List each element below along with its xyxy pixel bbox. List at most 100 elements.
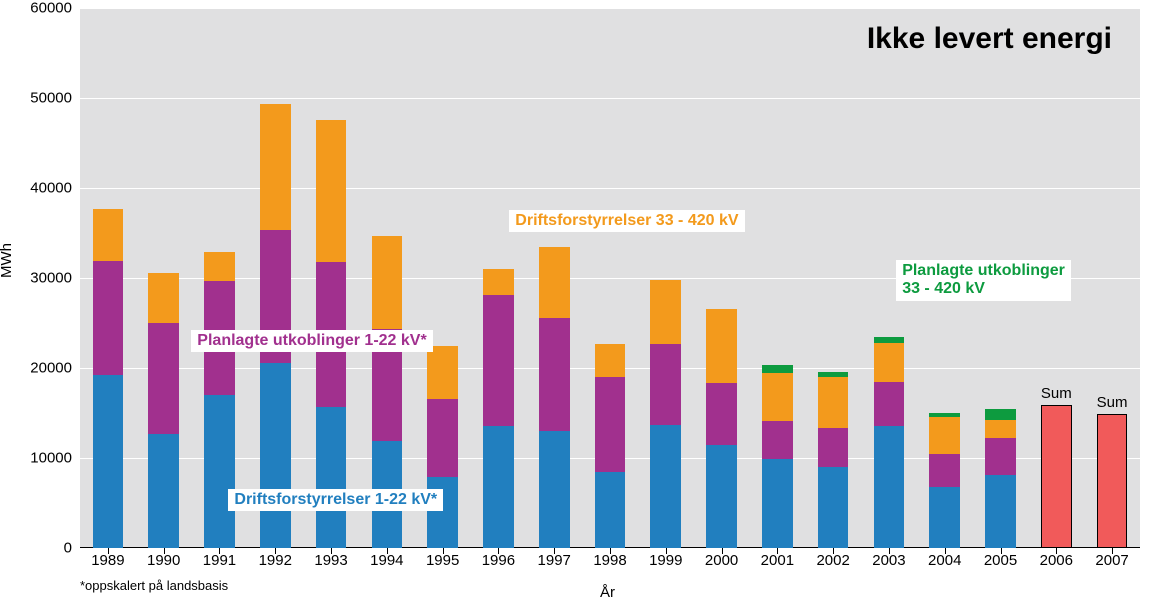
bar-column [706, 309, 737, 548]
bar-segment-drift-33-420 [316, 120, 347, 262]
bar-column [650, 280, 681, 548]
bar-column [93, 209, 124, 548]
bar-segment-drift-1-22 [874, 426, 905, 548]
x-tick-label: 2001 [761, 552, 794, 569]
bar-segment-drift-33-420 [539, 247, 570, 318]
bar-segment-drift-33-420 [762, 373, 793, 420]
bar-segment-drift-33-420 [874, 343, 905, 383]
y-tick-labels: 0100002000030000400005000060000 [0, 0, 78, 607]
series-label: Driftsforstyrrelser 33 - 420 kV [509, 210, 744, 232]
bar-segment-drift-1-22 [985, 475, 1016, 548]
x-tick-label: 2004 [928, 552, 961, 569]
x-tick-mark [610, 548, 611, 554]
x-tick-mark [777, 548, 778, 554]
bar-segment-plan-1-22 [985, 438, 1016, 475]
bar-segment-plan-1-22 [762, 421, 793, 459]
x-tick-label: 2005 [984, 552, 1017, 569]
x-tick-label: 1989 [91, 552, 124, 569]
x-tick-mark [1056, 548, 1057, 554]
bar-segment-drift-33-420 [148, 273, 179, 323]
bar-segment-plan-1-22 [93, 261, 124, 375]
x-tick-label: 1994 [370, 552, 403, 569]
bar-column [874, 337, 905, 549]
x-axis-title: År [600, 584, 615, 601]
bar-segment-drift-1-22 [316, 407, 347, 548]
bar-segment-drift-33-420 [818, 377, 849, 428]
x-tick-mark [833, 548, 834, 554]
sum-label: Sum [1097, 394, 1128, 411]
bar-segment-plan-1-22 [929, 454, 960, 487]
x-tick-mark [275, 548, 276, 554]
bar-segment-drift-33-420 [93, 209, 124, 261]
bar-segment-drift-1-22 [595, 472, 626, 549]
bar-segment-drift-1-22 [148, 434, 179, 548]
x-tick-mark [889, 548, 890, 554]
y-tick-label: 10000 [0, 450, 78, 467]
chart-title: Ikke levert energi [867, 22, 1112, 56]
bar-segment-drift-1-22 [539, 431, 570, 548]
y-tick-label: 60000 [0, 0, 78, 17]
x-tick-label: 2006 [1040, 552, 1073, 569]
x-tick-mark [443, 548, 444, 554]
bar-segment-sum [1097, 414, 1128, 548]
bar-segment-drift-1-22 [260, 363, 291, 548]
bar-column [260, 104, 291, 548]
bar-column [985, 409, 1016, 548]
bar-segment-drift-33-420 [372, 236, 403, 329]
bar-segment-plan-33-420 [874, 337, 905, 343]
chart-root: MWh 0100002000030000400005000060000 Ikke… [0, 0, 1152, 607]
bar-segment-drift-33-420 [260, 104, 291, 230]
x-tick-label: 1990 [147, 552, 180, 569]
x-tick-mark [219, 548, 220, 554]
x-tick-mark [331, 548, 332, 554]
bar-segment-plan-1-22 [706, 383, 737, 446]
x-tick-mark [387, 548, 388, 554]
x-tick-label: 2000 [705, 552, 738, 569]
x-tick-mark [108, 548, 109, 554]
gridline [80, 8, 1140, 9]
bar-column [1097, 414, 1128, 548]
y-tick-label: 30000 [0, 270, 78, 287]
bar-segment-drift-1-22 [706, 445, 737, 548]
chart-footnote: *oppskalert på landsbasis [80, 578, 228, 593]
bar-segment-drift-1-22 [762, 459, 793, 548]
series-label: Driftsforstyrrelser 1-22 kV* [228, 489, 443, 511]
gridline [80, 188, 1140, 189]
series-label: Planlagte utkoblinger 1-22 kV* [191, 330, 432, 352]
bar-segment-drift-33-420 [483, 269, 514, 295]
bar-segment-plan-1-22 [818, 428, 849, 467]
bar-column [539, 247, 570, 549]
bar-segment-plan-1-22 [874, 382, 905, 425]
x-tick-mark [554, 548, 555, 554]
x-tick-label: 2007 [1095, 552, 1128, 569]
bar-segment-drift-1-22 [650, 425, 681, 548]
bar-segment-plan-1-22 [595, 377, 626, 472]
bar-column [595, 344, 626, 548]
bar-segment-plan-1-22 [650, 344, 681, 425]
bar-segment-drift-1-22 [427, 477, 458, 548]
y-tick-label: 50000 [0, 90, 78, 107]
bar-segment-plan-33-420 [762, 365, 793, 373]
x-tick-label: 1999 [649, 552, 682, 569]
bar-segment-drift-1-22 [483, 426, 514, 548]
sum-label: Sum [1041, 385, 1072, 402]
bar-segment-drift-33-420 [650, 280, 681, 344]
x-tick-label: 1996 [482, 552, 515, 569]
bar-column [929, 413, 960, 548]
bar-segment-plan-33-420 [985, 409, 1016, 420]
bar-segment-plan-33-420 [929, 413, 960, 418]
bar-segment-plan-33-420 [818, 372, 849, 377]
y-tick-label: 40000 [0, 180, 78, 197]
x-tick-mark [945, 548, 946, 554]
x-tick-label: 1993 [314, 552, 347, 569]
x-tick-label: 2003 [872, 552, 905, 569]
y-tick-label: 0 [0, 540, 78, 557]
x-tick-label: 1992 [259, 552, 292, 569]
bar-segment-drift-1-22 [818, 467, 849, 548]
bar-column [483, 269, 514, 548]
bar-segment-drift-1-22 [93, 375, 124, 548]
bar-segment-plan-1-22 [148, 323, 179, 434]
x-tick-label: 1998 [593, 552, 626, 569]
bar-segment-drift-33-420 [985, 420, 1016, 438]
x-tick-label: 1991 [203, 552, 236, 569]
